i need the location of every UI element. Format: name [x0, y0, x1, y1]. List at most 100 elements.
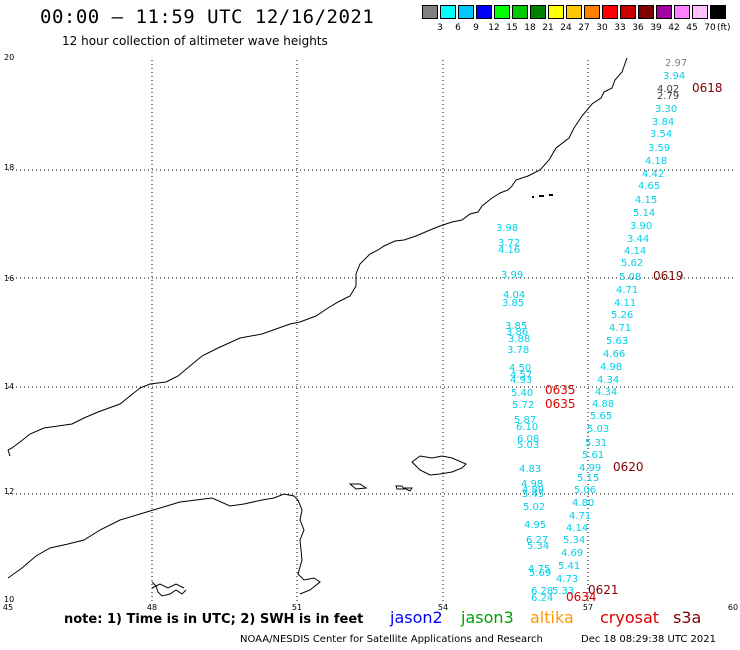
legend-swatch: [584, 5, 600, 19]
lat-tick-label: 20: [4, 53, 14, 62]
wave-height-value: 4.69: [561, 548, 583, 559]
lon-tick-label: 54: [438, 603, 448, 612]
track-time-label: 0635: [545, 383, 576, 397]
legend-swatch: [530, 5, 546, 19]
wave-height-value: 3.94: [663, 71, 685, 82]
wave-height-value: 5.61: [582, 450, 604, 461]
wave-height-value: 2.97: [665, 58, 687, 69]
track-time-label: 0621: [588, 583, 619, 597]
wave-height-value: 5.08: [619, 272, 641, 283]
arabian-coastline: [7, 57, 628, 451]
wave-height-value: 4.73: [556, 574, 578, 585]
legend-swatch: [440, 5, 456, 19]
islet-1: [395, 485, 405, 490]
legend-swatch: [476, 5, 492, 19]
wave-height-value: 4.14: [566, 523, 588, 534]
legend-tick-label: 27: [578, 23, 590, 33]
somali-coastline: [7, 493, 321, 595]
wave-height-value: 3.98: [496, 223, 518, 234]
legend-tick-label: 24: [560, 23, 572, 33]
lon-tick-label: 60: [728, 603, 738, 612]
wave-height-value: 3.88: [508, 334, 530, 345]
legend-tick-label: 15: [506, 23, 518, 33]
wave-height-value: 4.34: [595, 387, 617, 398]
coastline: [7, 57, 628, 597]
wave-height-value: 4.50: [509, 363, 531, 374]
wave-height-value: 4.16: [498, 245, 520, 256]
wave-height-value: 3.59: [648, 143, 670, 154]
track-time-label: 0620: [613, 460, 644, 474]
legend-tick-label: 21: [542, 23, 554, 33]
legend-tick-label: 18: [524, 23, 536, 33]
footer-timestamp: Dec 18 08:29:38 UTC 2021: [581, 634, 716, 645]
wave-height-value: 5.87: [514, 415, 536, 426]
page-subtitle: 12 hour collection of altimeter wave hei…: [62, 34, 328, 48]
wave-height-value: 4.71: [609, 323, 631, 334]
wave-height-value: 5.33: [552, 586, 574, 597]
wave-height-value: 3.85: [502, 298, 524, 309]
wave-height-value: 4.11: [614, 298, 636, 309]
wave-height-value: 5.62: [621, 258, 643, 269]
wave-height-value: 4.93: [510, 375, 532, 386]
legend-tick-label: 12: [488, 23, 500, 33]
wave-height-value: 4.34: [597, 375, 619, 386]
lat-tick-label: 16: [4, 274, 14, 283]
wave-height-value: 3.44: [627, 234, 649, 245]
wave-height-value: 4.95: [524, 520, 546, 531]
legend-tick-label: 33: [614, 23, 626, 33]
legend-swatch: [638, 5, 654, 19]
legend-swatch: [620, 5, 636, 19]
wave-height-value: 4.66: [603, 349, 625, 360]
lon-tick-label: 45: [3, 603, 13, 612]
wave-height-value: 4.18: [645, 156, 667, 167]
satellite-cryosat: cryosat: [600, 608, 660, 627]
wave-height-value: 3.84: [652, 117, 674, 128]
latitude-labels: 20 18 16 14 12 10: [4, 53, 14, 604]
wave-height-value: 6.24: [531, 593, 553, 604]
wave-height-value: 5.03: [587, 424, 609, 435]
abd-al-kuri-island: [348, 483, 368, 490]
lat-tick-label: 12: [4, 487, 14, 496]
wave-height-value: 4.88: [592, 399, 614, 410]
wave-height-value: 5.69: [529, 568, 551, 579]
legend-swatch: [692, 5, 708, 19]
legend-swatch: [422, 5, 438, 19]
wave-height-value: 5.34: [527, 541, 549, 552]
wave-height-value: 6.10: [516, 422, 538, 433]
wave-height-value: 4.75: [528, 564, 550, 575]
wave-height-value: 4.71: [569, 511, 591, 522]
wave-height-value: 5.14: [633, 208, 655, 219]
lat-tick-label: 14: [4, 382, 14, 391]
wave-height-value: 5.06: [574, 485, 596, 496]
wave-height-value: 3.85: [505, 321, 527, 332]
islet-3: [7, 449, 11, 457]
wave-height-value: 5.40: [511, 388, 533, 399]
satellite-s3a: s3a: [673, 608, 702, 627]
wave-height-value: 4.80: [572, 498, 594, 509]
legend-tick-label: 45: [686, 23, 698, 33]
track-time-label: 0618: [692, 81, 723, 95]
wave-height-value: 5.72: [512, 400, 534, 411]
wave-height-value: 2.79: [657, 91, 679, 102]
legend-swatch: [710, 5, 726, 19]
wave-height-value: 3.72: [498, 238, 520, 249]
wave-height-value: 6.28: [531, 586, 553, 597]
lat-lon-grid: [8, 60, 734, 602]
lat-tick-label: 18: [4, 163, 14, 172]
wave-height-value: 5.63: [606, 336, 628, 347]
wave-height-observations: 2.97 3.94 4.022.79 3.30 3.843.54 3.59 4.18 4.42…: [496, 58, 687, 604]
wave-height-value: 4.04: [503, 290, 525, 301]
track-time-label: 0635: [545, 397, 576, 411]
coastal-detail: [151, 581, 187, 597]
lat-tick-label: 10: [4, 595, 14, 604]
wave-height-value: 5.41: [558, 561, 580, 572]
wave-height-value: 5.03: [517, 440, 539, 451]
legend-tick-label: 42: [668, 23, 680, 33]
wave-height-value: 5.34: [563, 535, 585, 546]
wave-height-value: 6.27: [526, 535, 548, 546]
lon-tick-label: 48: [147, 603, 157, 612]
wave-height-value: 5.15: [577, 473, 599, 484]
legend-tick-label: 6: [455, 23, 461, 33]
